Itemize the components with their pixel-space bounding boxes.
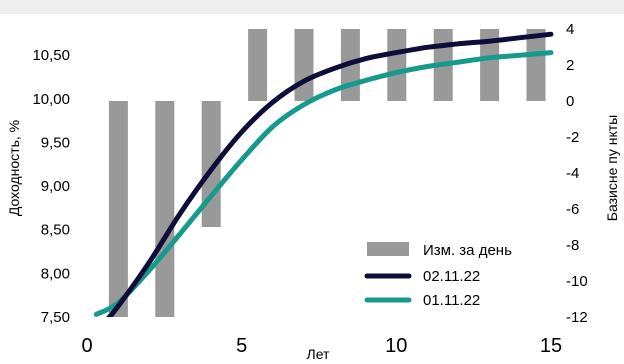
daily-change-bar [108,101,128,317]
daily-change-bar [387,29,407,101]
right-axis-ticks: -12 -10 -8 -6 -4 -2 0 2 4 [566,21,588,326]
right-axis-tick-label: 2 [566,57,574,74]
left-axis-tick-label: 10,50 [32,47,70,64]
left-axis-tick-label: 9,50 [41,135,70,152]
daily-change-bar [201,101,221,227]
right-axis-tick-label: -10 [566,273,588,290]
top-band [0,0,624,14]
y-axis-left-label: Доходность, % [6,120,22,216]
left-axis-tick-label: 10,00 [32,91,70,108]
x-axis-tick-label: 15 [540,335,562,357]
daily-change-bar [248,29,268,101]
yield-lines [93,31,554,317]
left-axis-tick-label: 9,00 [41,178,70,195]
right-axis-tick-label: 4 [566,21,574,38]
x-axis-tick-label: 5 [236,335,247,357]
x-axis-tick-label: 10 [385,335,407,357]
legend: Изм. за день 02.11.22 01.11.22 [364,242,512,309]
daily-change-bar [480,29,500,101]
daily-change-bar [155,101,175,317]
left-axis-tick-label: 8,00 [41,265,70,282]
right-axis-tick-label: -6 [566,201,579,218]
left-axis-tick-label: 7,50 [41,309,70,326]
daily-change-bar [294,29,314,101]
right-axis-tick-label: -8 [566,237,579,254]
legend-label-line-2: 01.11.22 [423,292,480,309]
right-axis-tick-label: 0 [566,93,574,110]
right-axis-tick-label: -12 [566,309,588,326]
legend-label-line-1: 02.11.22 [423,268,480,285]
series-line-1 [106,31,554,317]
right-axis-tick-label: -2 [566,129,579,146]
x-axis-ticks: 0 5 10 15 [81,335,562,357]
x-axis-tick-label: 0 [81,335,92,357]
legend-label-bars: Изм. за день [423,242,512,259]
left-axis-ticks: 7,50 8,00 8,50 9,00 9,50 10,00 10,50 [32,47,70,326]
x-axis-label: Лет [307,346,331,362]
left-axis-tick-label: 8,50 [41,222,70,239]
daily-change-bar [526,29,546,101]
series-line-2 [93,50,554,317]
legend-swatch-bars [367,242,409,256]
y-axis-right-label: Базисне пу нкты [604,115,620,221]
right-axis-tick-label: -4 [566,165,579,182]
